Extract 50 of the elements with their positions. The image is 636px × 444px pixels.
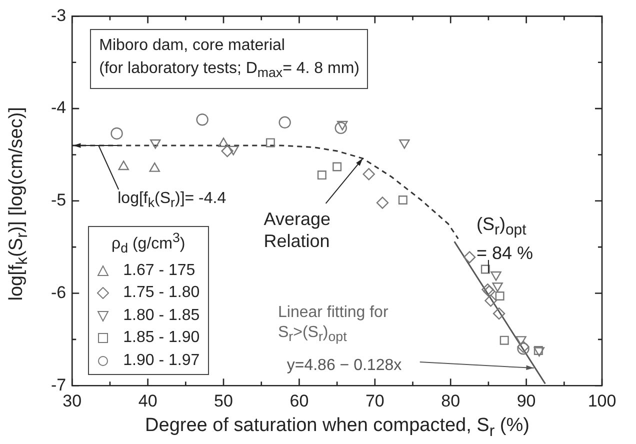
legend-label: 1.85 - 1.90 [123,328,200,348]
point [221,144,234,158]
y-tick-label: -6 [50,282,66,302]
annotation: log[f$_{k}$(S$_{r}$)]= -4.4 [118,189,226,213]
point [196,114,208,126]
x-tick-label: 50 [214,391,233,410]
point [362,168,375,180]
point [228,146,239,156]
legend-label: 1.75 - 1.80 [123,283,200,304]
y-tick-label: -5 [50,190,66,210]
point [492,282,503,292]
point [492,307,506,320]
point [332,162,342,172]
x-tick-label: 100 [588,391,616,410]
legend-label: 1.90 - 1.97 [123,350,200,371]
point [336,120,348,130]
annotation: Average Relation [264,208,330,252]
y-tick-label: -3 [50,6,66,25]
x-tick-label: 70 [365,391,384,410]
x-tick-label: 40 [138,391,158,410]
point [266,138,275,148]
annotation: Linear fitting for S$_{r}$>(S$_{r}$)$_{opt}$ [278,303,388,346]
x-tick-label: 80 [441,391,460,410]
point [317,170,326,180]
point [500,336,509,345]
legend-title: ρ$_{d}$ (g/cm$^{3}$) [110,228,186,258]
x-tick-label: 60 [290,391,309,410]
point [484,294,497,307]
point [490,271,502,281]
point [398,195,408,204]
legend-label: 1.67 - 175 [123,260,196,281]
annotation: (S$_{r}$)$_{opt}$ = 84 % [476,212,533,264]
point [534,346,543,355]
legend-label: 1.80 - 1.85 [123,306,200,326]
point [399,139,410,149]
point [334,122,347,134]
y-tick-label: -4 [50,98,66,118]
annotation: y=4.86 − 0.128x [286,356,402,376]
x-tick-label: 90 [516,391,536,410]
point [110,127,123,140]
point [463,251,476,264]
point [480,264,490,274]
point [516,336,526,346]
x-axis-title: Degree of saturation when compacted, S$_{r}$ (%) [145,414,530,442]
point [150,139,161,149]
point [278,116,291,129]
point [534,347,545,357]
text: Miboro dam, core material (for laboratory tests; D$_{max}$= 4. 8 mm) [90,29,368,90]
point [376,196,389,209]
point [495,292,504,301]
